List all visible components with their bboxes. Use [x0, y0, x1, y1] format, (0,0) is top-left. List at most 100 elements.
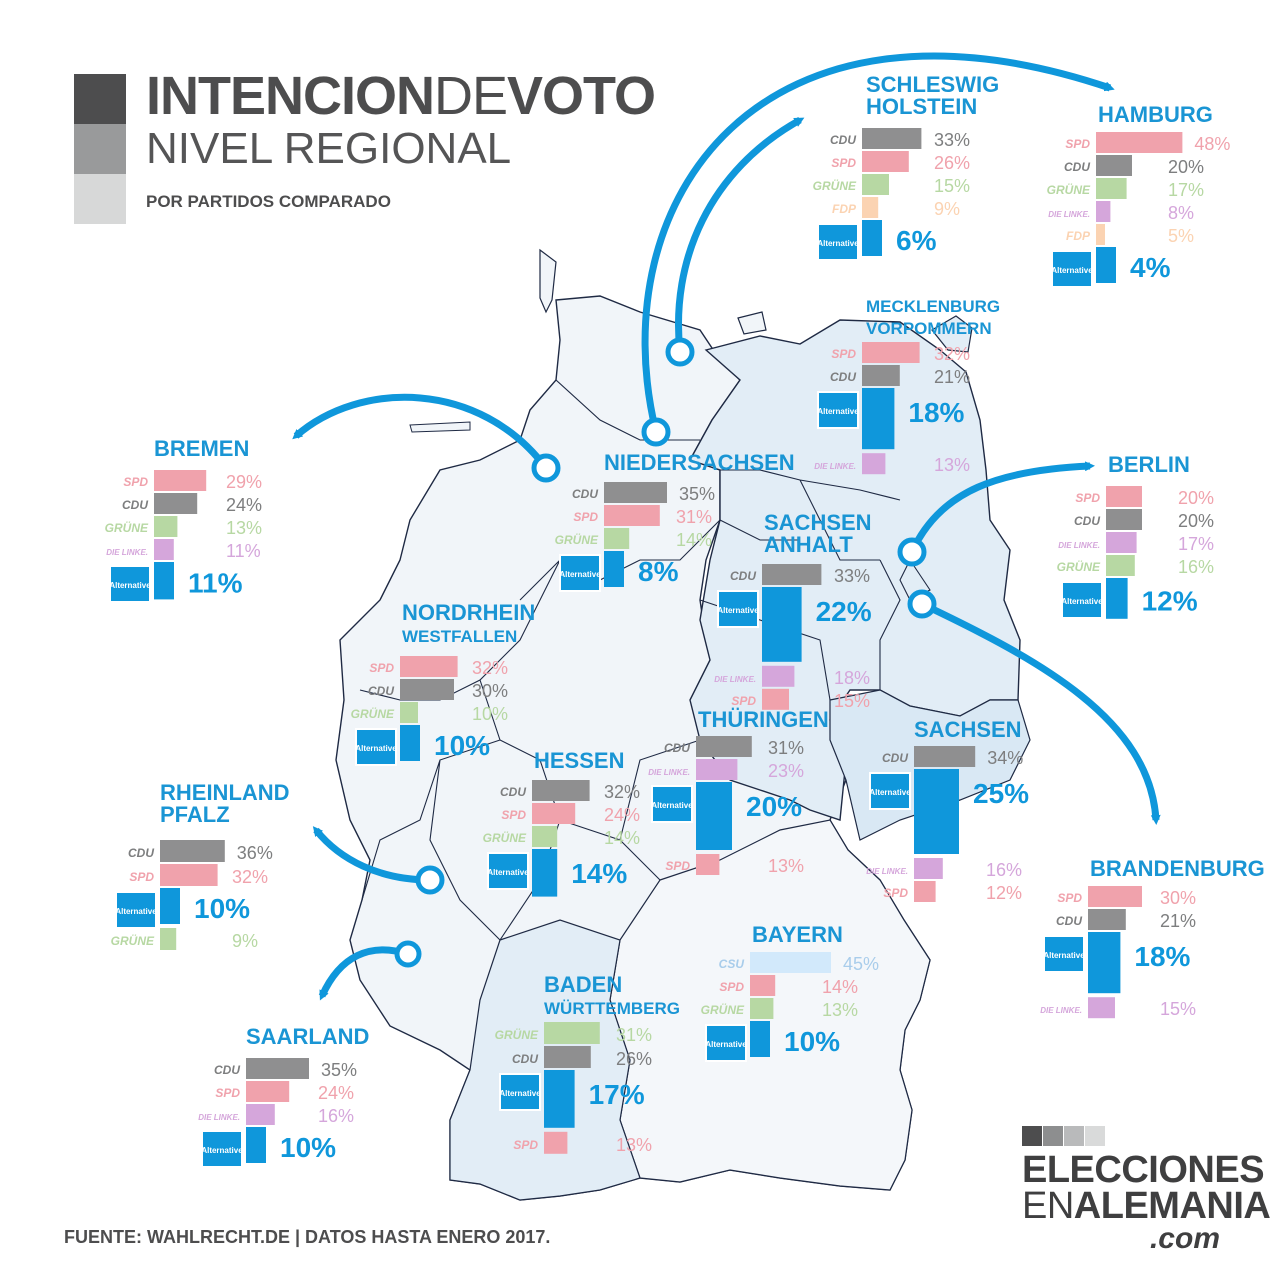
brand-square-4: [1085, 1126, 1105, 1146]
map-island-frisian: [409, 421, 471, 433]
value-label: 32%: [232, 867, 268, 887]
party-label: DIE LINKE.: [1048, 210, 1090, 219]
party-label: SPD: [573, 510, 598, 524]
value-label: 10%: [784, 1026, 840, 1057]
bar: [762, 665, 795, 687]
value-label: 21%: [934, 367, 970, 387]
party-logo: [717, 590, 759, 628]
bar: [532, 780, 590, 801]
bar: [862, 174, 889, 195]
party-label: GRÜNE: [1057, 559, 1101, 574]
bar: [862, 220, 882, 256]
party-logo: [487, 852, 529, 890]
value-label: 16%: [986, 860, 1022, 880]
region-title: BADEN: [544, 972, 622, 997]
party-label: Alternative: [487, 868, 529, 877]
region-chart: BERLIN SPD 20% CDU 20% DIE LINKE. 17% GRÜNE 16% A…: [1057, 452, 1214, 619]
bar: [1088, 886, 1142, 907]
value-label: 14%: [822, 977, 858, 997]
party-label: CDU: [830, 370, 856, 384]
bar: [696, 854, 720, 875]
value-label: 24%: [226, 495, 262, 515]
bar: [246, 1127, 266, 1163]
bar: [532, 803, 576, 824]
bar: [246, 1058, 309, 1079]
region-chart: SAARLAND CDU 35% SPD 24% DIE LINKE. 16% Alterna…: [198, 1024, 369, 1168]
party-label: DIE LINKE.: [1058, 541, 1100, 550]
party-label: DIE LINKE.: [1040, 1006, 1082, 1015]
value-label: 20%: [1168, 157, 1204, 177]
party-label: CDU: [368, 684, 394, 698]
arrow-origin-brandenburg: [907, 589, 937, 619]
bar: [862, 128, 922, 149]
bar: [604, 505, 660, 526]
region-chart: BREMEN SPD 29% CDU 24% GRÜNE 13% DIE LINKE. 11% A…: [105, 436, 262, 603]
value-label: 13%: [616, 1135, 652, 1155]
party-label: SPD: [831, 347, 856, 361]
party-label: SPD: [719, 980, 744, 994]
bar: [696, 782, 732, 850]
bar: [862, 453, 886, 475]
party-label: CDU: [882, 751, 908, 765]
value-label: 10%: [280, 1132, 336, 1163]
region-chart: HAMBURG SPD 48% CDU 20% GRÜNE 17% DIE LINKE. 8% F…: [1047, 102, 1230, 288]
party-label: SPD: [215, 1086, 240, 1100]
bar: [750, 975, 776, 996]
bar: [532, 826, 558, 847]
party-logo: [1061, 581, 1103, 619]
party-logo: [355, 728, 397, 766]
party-label: SPD: [1065, 137, 1090, 151]
bar: [696, 736, 752, 757]
value-label: 8%: [638, 556, 679, 587]
bar: [696, 759, 738, 780]
party-label: Alternative: [559, 570, 601, 579]
party-label: Alternative: [705, 1040, 747, 1049]
party-logo: [109, 565, 151, 603]
party-logo: [499, 1073, 541, 1111]
bar: [154, 516, 178, 537]
value-label: 13%: [822, 1000, 858, 1020]
value-label: 18%: [834, 668, 870, 688]
value-label: 20%: [746, 791, 802, 822]
arrow-berlin: [908, 461, 1095, 554]
party-label: GRÜNE: [701, 1002, 745, 1017]
bar: [160, 864, 218, 886]
title-block-light: [74, 174, 126, 224]
bar: [1106, 555, 1135, 576]
party-label: FDP: [832, 202, 857, 216]
bar: [246, 1104, 275, 1125]
region-chart: THÜRINGEN CDU 31% DIE LINKE. 23% Alternative 2…: [648, 707, 829, 876]
party-label: Alternative: [499, 1089, 541, 1098]
value-label: 21%: [1160, 911, 1196, 931]
party-label: CDU: [128, 846, 154, 860]
value-label: 31%: [768, 738, 804, 758]
map-island-fehmarn: [737, 311, 767, 335]
party-label: CDU: [512, 1052, 538, 1066]
value-label: 24%: [318, 1083, 354, 1103]
value-label: 13%: [226, 518, 262, 538]
arrow-origin-rheinland-pfalz: [415, 865, 445, 895]
bar: [862, 388, 895, 450]
party-label: GRÜNE: [483, 830, 527, 845]
bar: [544, 1070, 575, 1128]
value-label: 30%: [472, 681, 508, 701]
bar: [762, 587, 802, 662]
region-title: PFALZ: [160, 802, 230, 827]
arrow-origin-saarland: [394, 940, 422, 968]
party-label: GRÜNE: [351, 706, 395, 721]
value-label: 26%: [934, 153, 970, 173]
value-label: 48%: [1194, 134, 1230, 154]
bar: [762, 564, 822, 585]
bar: [154, 470, 207, 491]
value-label: 12%: [986, 883, 1022, 903]
party-logo: [1043, 935, 1085, 973]
arrow-hamburg: [641, 52, 1115, 433]
party-label: GRÜNE: [813, 178, 857, 193]
bar: [914, 858, 943, 879]
party-label: Alternative: [201, 1146, 243, 1155]
value-label: 26%: [616, 1049, 652, 1069]
party-logo: [651, 785, 693, 823]
region-chart: BAYERN CSU 45% SPD 14% GRÜNE 13% Alternative 10%: [701, 922, 879, 1062]
